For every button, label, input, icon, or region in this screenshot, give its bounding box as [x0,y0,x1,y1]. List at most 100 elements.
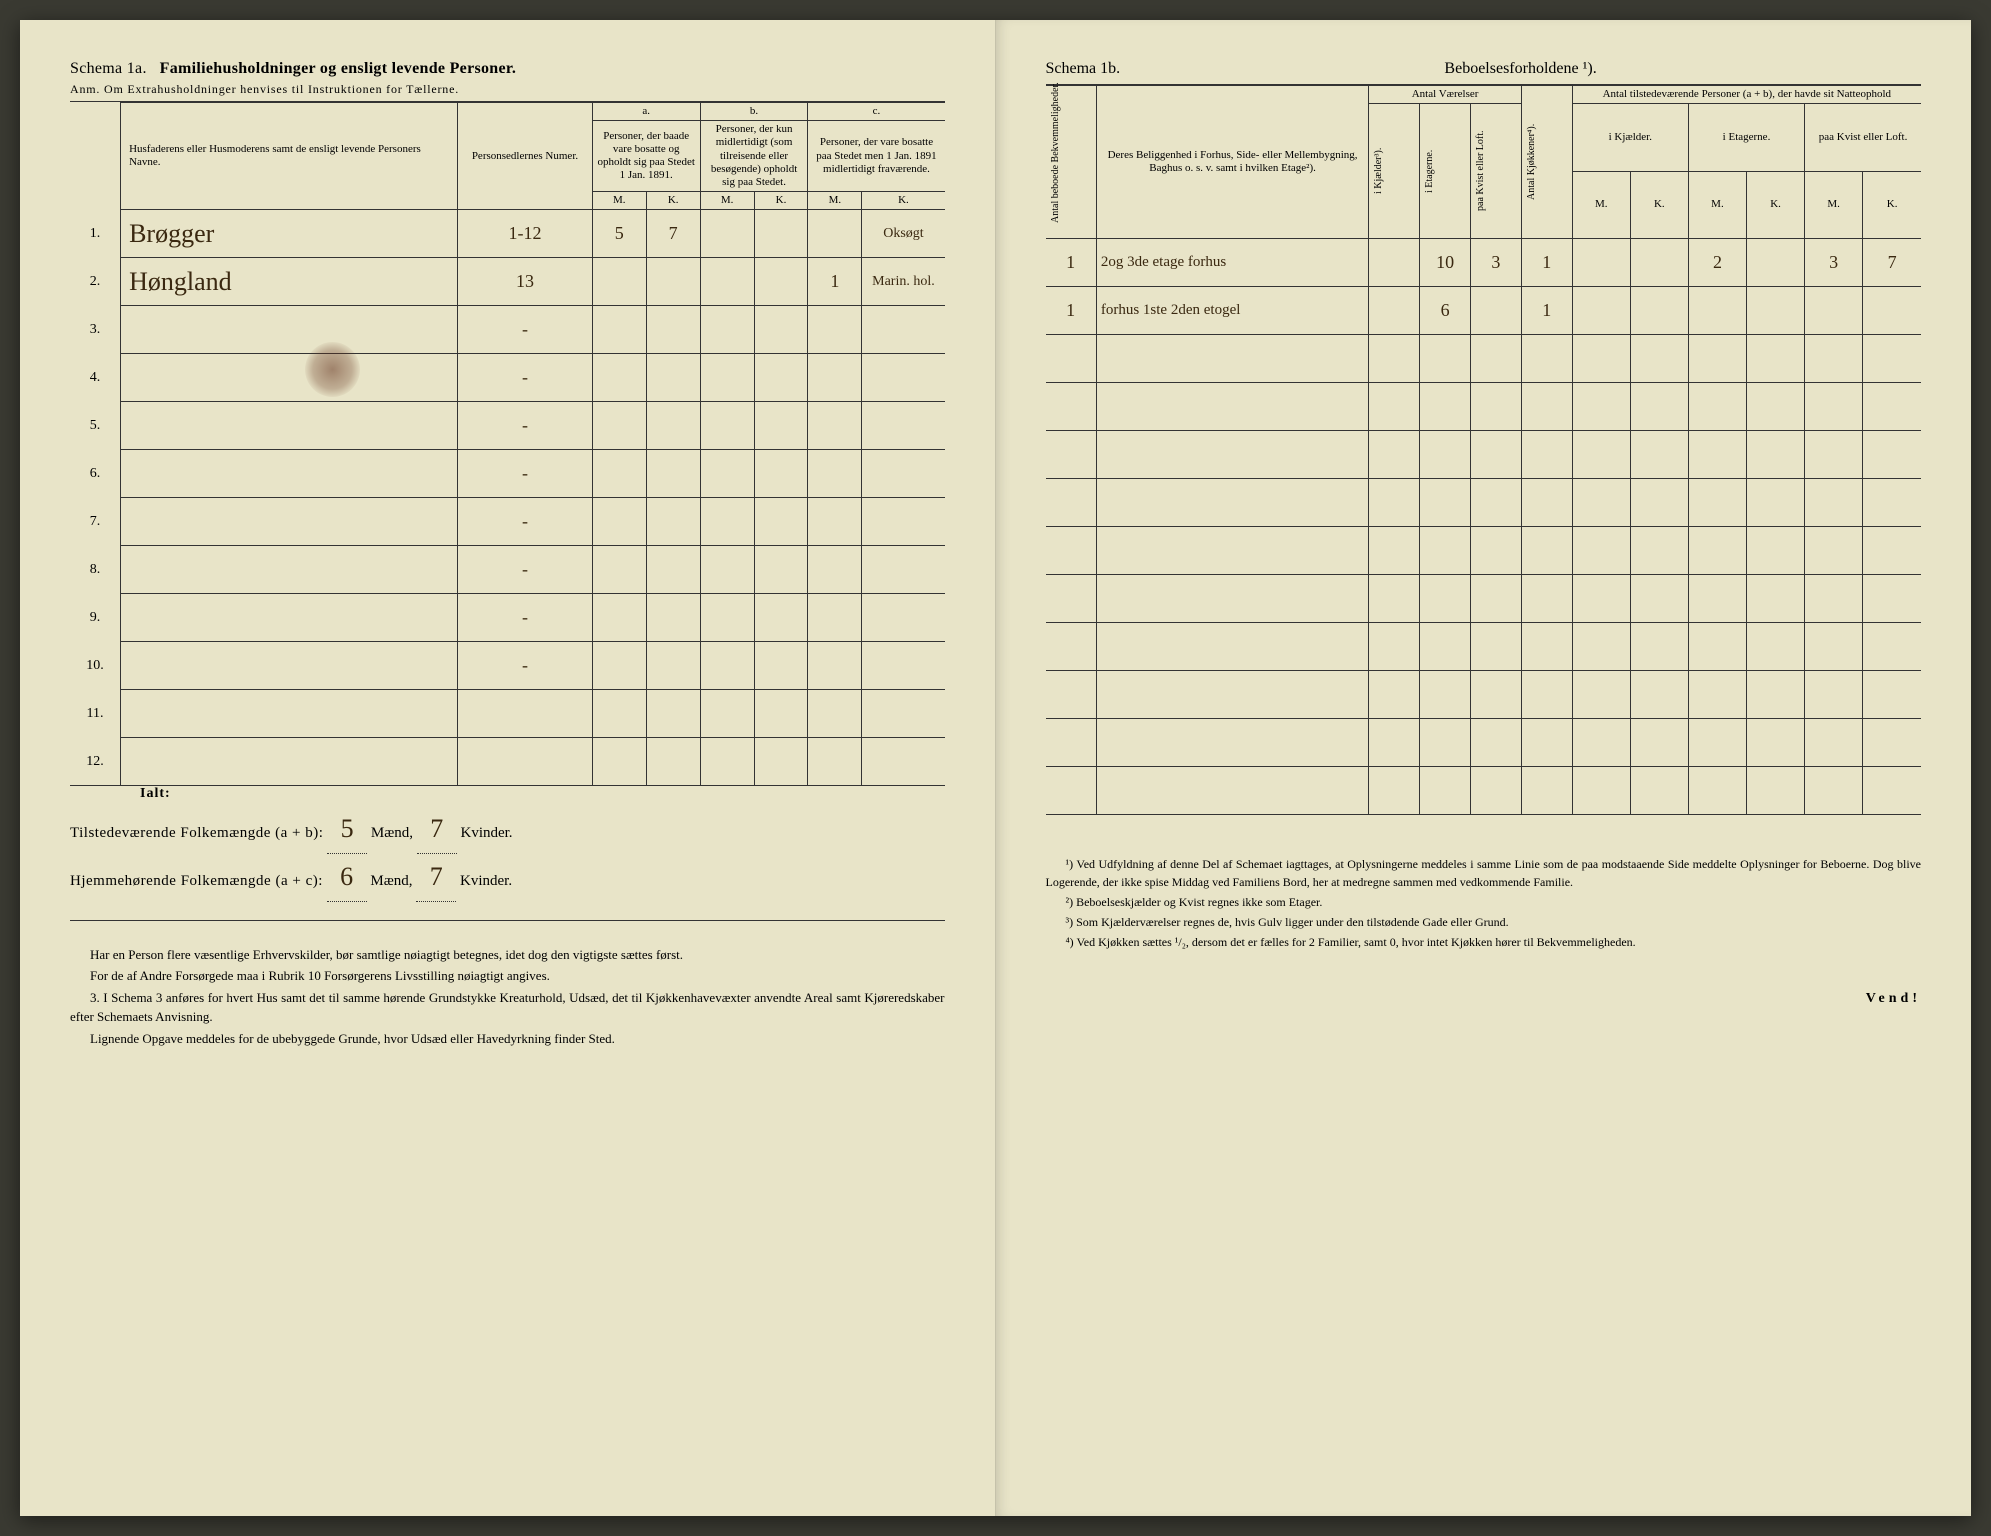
cell-nkj-m [1572,239,1630,287]
cell-b-m [700,258,754,306]
th-beligg: Deres Beliggenhed i Forhus, Side- eller … [1096,86,1368,239]
cell-b-m [700,354,754,402]
cell-name [121,642,458,690]
cell-num: 13 [458,258,593,306]
cell-b-k [754,402,808,450]
th-c-letter: c. [808,103,945,121]
cell-net-k [1747,335,1805,383]
cell-c-m [808,498,862,546]
cell-c-k [862,738,945,786]
cell-bk [1046,383,1097,431]
foot-l1: Har en Person flere væsentlige Erhvervsk… [70,945,945,965]
cell-nkj-m [1572,575,1630,623]
cell-nkj-m [1572,527,1630,575]
cell-nkv-m: 3 [1805,239,1863,287]
cell-kk [1521,575,1572,623]
schema-1a-title: Schema 1a. Familiehusholdninger og ensli… [70,60,945,78]
cell-net-k [1747,383,1805,431]
th-k: K. [1747,171,1805,239]
cell-net-m [1688,431,1746,479]
row-number: 8. [70,546,121,594]
cell-nkj-k [1630,575,1688,623]
table-row [1046,479,1922,527]
cell-nkj-k [1630,671,1688,719]
cell-name [121,498,458,546]
cell-name [121,402,458,450]
row-number: 3. [70,306,121,354]
cell-loc [1096,431,1368,479]
row-number: 7. [70,498,121,546]
table-row: 12og 3de etage forhus1031237 [1046,239,1922,287]
cell-kk [1521,479,1572,527]
cell-b-k [754,738,808,786]
cell-kv [1470,575,1521,623]
cell-kv [1470,383,1521,431]
cell-nkv-k [1863,383,1921,431]
row-number: 10. [70,642,121,690]
table-row: 1.Brøgger1-1257Oksøgt [70,210,945,258]
cell-a-m [592,642,646,690]
cell-nkj-k [1630,383,1688,431]
cell-c-m [808,690,862,738]
cell-nkv-m [1805,335,1863,383]
cell-c-m [808,402,862,450]
th-v-kj: i Kjælder³). [1373,106,1385,236]
cell-b-m [700,498,754,546]
row-number: 5. [70,402,121,450]
cell-nkv-k [1863,575,1921,623]
cell-net-m [1688,767,1746,815]
cell-kv: 3 [1470,239,1521,287]
th-natteophold: Antal tilstedeværende Personer (a + b), … [1572,86,1921,104]
cell-nkv-m [1805,767,1863,815]
cell-b-m [700,306,754,354]
cell-a-k [646,354,700,402]
cell-kj [1369,335,1420,383]
table-row: 5.- [70,402,945,450]
cell-a-k [646,546,700,594]
foot-r2: ²) Beboelseskjælder og Kvist regnes ikke… [1046,893,1922,911]
th-n-kj: i Kjælder. [1572,104,1688,172]
page-left: Schema 1a. Familiehusholdninger og ensli… [20,20,996,1516]
cell-net-k [1747,431,1805,479]
cell-net-k [1747,623,1805,671]
cell-loc: forhus 1ste 2den etogel [1096,287,1368,335]
cell-loc [1096,767,1368,815]
cell-b-k [754,546,808,594]
cell-nkj-m [1572,479,1630,527]
cell-et [1420,767,1471,815]
cell-num: - [458,594,593,642]
cell-a-k [646,690,700,738]
cell-b-m [700,450,754,498]
footnote-left: Har en Person flere væsentlige Erhvervsk… [70,945,945,1049]
tot1-m: 5 [327,806,367,854]
cell-nkv-k [1863,287,1921,335]
totals-block: Tilstedeværende Folkemængde (a + b): 5 M… [70,806,945,902]
foot3-num: 3. [90,990,100,1005]
foot-l2: For de af Andre Forsørgede maa i Rubrik … [70,966,945,986]
table-row [1046,575,1922,623]
cell-nkv-m [1805,719,1863,767]
cell-b-k [754,594,808,642]
cell-nkj-k [1630,767,1688,815]
cell-a-k: 7 [646,210,700,258]
th-a-letter: a. [592,103,700,121]
row-number: 9. [70,594,121,642]
cell-kj [1369,287,1420,335]
row-number: 6. [70,450,121,498]
row-number: 1. [70,210,121,258]
cell-num: - [458,306,593,354]
cell-net-k [1747,239,1805,287]
cell-nkv-k [1863,479,1921,527]
cell-et: 10 [1420,239,1471,287]
cell-c-m: 1 [808,258,862,306]
cell-num: - [458,450,593,498]
cell-num [458,738,593,786]
cell-et [1420,671,1471,719]
cell-a-m [592,306,646,354]
schema-1b-label: Schema 1b. [1046,60,1121,78]
cell-num [458,690,593,738]
cell-c-k [862,642,945,690]
table-row: 11. [70,690,945,738]
cell-num: - [458,546,593,594]
cell-name [121,306,458,354]
